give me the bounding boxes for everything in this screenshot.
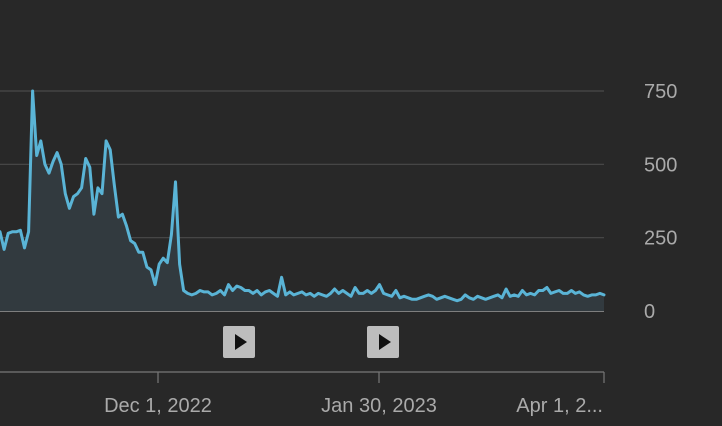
x-tick-label: Apr 1, 2... — [516, 395, 603, 417]
play-icon — [234, 334, 247, 350]
play-marker-1[interactable] — [223, 326, 255, 358]
y-axis-ticks: 750 500 250 0 — [644, 81, 677, 323]
x-tick-label: Jan 30, 2023 — [321, 395, 437, 417]
y-tick-label: 250 — [644, 228, 677, 250]
y-tick-label: 500 — [644, 154, 677, 176]
series-line — [0, 89, 606, 303]
play-icon — [378, 334, 391, 350]
play-marker-2[interactable] — [367, 326, 399, 358]
y-tick-label: 0 — [644, 301, 655, 323]
x-axis: Dec 1, 2022 Jan 30, 2023 Apr 1, 2... — [0, 371, 605, 417]
series-area — [0, 91, 604, 311]
series-layer — [0, 89, 606, 311]
y-tick-label: 750 — [644, 81, 677, 103]
x-tick-label: Dec 1, 2022 — [104, 395, 212, 417]
